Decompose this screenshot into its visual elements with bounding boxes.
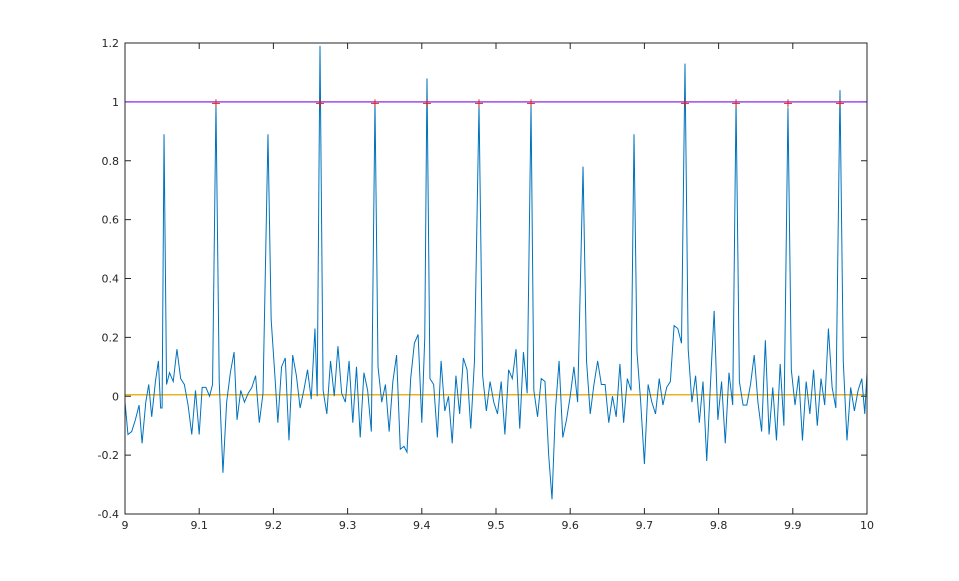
peak-marker	[211, 99, 220, 108]
y-tick-label: 0.8	[102, 155, 120, 168]
peak-marker	[315, 99, 324, 108]
peak-marker	[475, 99, 484, 108]
y-tick-label: -0.4	[98, 508, 119, 521]
peak-marker	[422, 99, 431, 108]
plot-area	[125, 43, 867, 514]
x-tick-label: 9.2	[265, 519, 283, 532]
x-tick-label: 9.7	[636, 519, 654, 532]
y-tick-label: 1	[112, 96, 119, 109]
x-tick-label: 9	[122, 519, 129, 532]
x-tick-label: 9.3	[339, 519, 357, 532]
x-tick-label: 9.9	[784, 519, 802, 532]
peak-marker	[835, 99, 844, 108]
x-tick-label: 9.4	[413, 519, 431, 532]
x-tick-label: 9.5	[487, 519, 505, 532]
y-tick-label: 1.2	[102, 37, 120, 50]
x-tick-label: 9.6	[561, 519, 579, 532]
x-tick-label: 9.8	[710, 519, 728, 532]
y-tick-label: -0.2	[98, 449, 119, 462]
signal-line	[124, 45, 868, 500]
axes-box	[124, 42, 868, 515]
peak-marker	[527, 99, 536, 108]
peak-marker	[370, 99, 379, 108]
x-tick-label: 10	[860, 519, 874, 532]
y-tick-label: 0.4	[102, 273, 120, 286]
peak-marker	[680, 99, 689, 108]
x-tick-label: 9.1	[190, 519, 208, 532]
peak-marker	[732, 99, 741, 108]
y-tick-label: 0	[112, 390, 119, 403]
y-tick-label: 0.2	[102, 331, 120, 344]
y-tick-label: 0.6	[102, 214, 120, 227]
peak-marker	[783, 99, 792, 108]
